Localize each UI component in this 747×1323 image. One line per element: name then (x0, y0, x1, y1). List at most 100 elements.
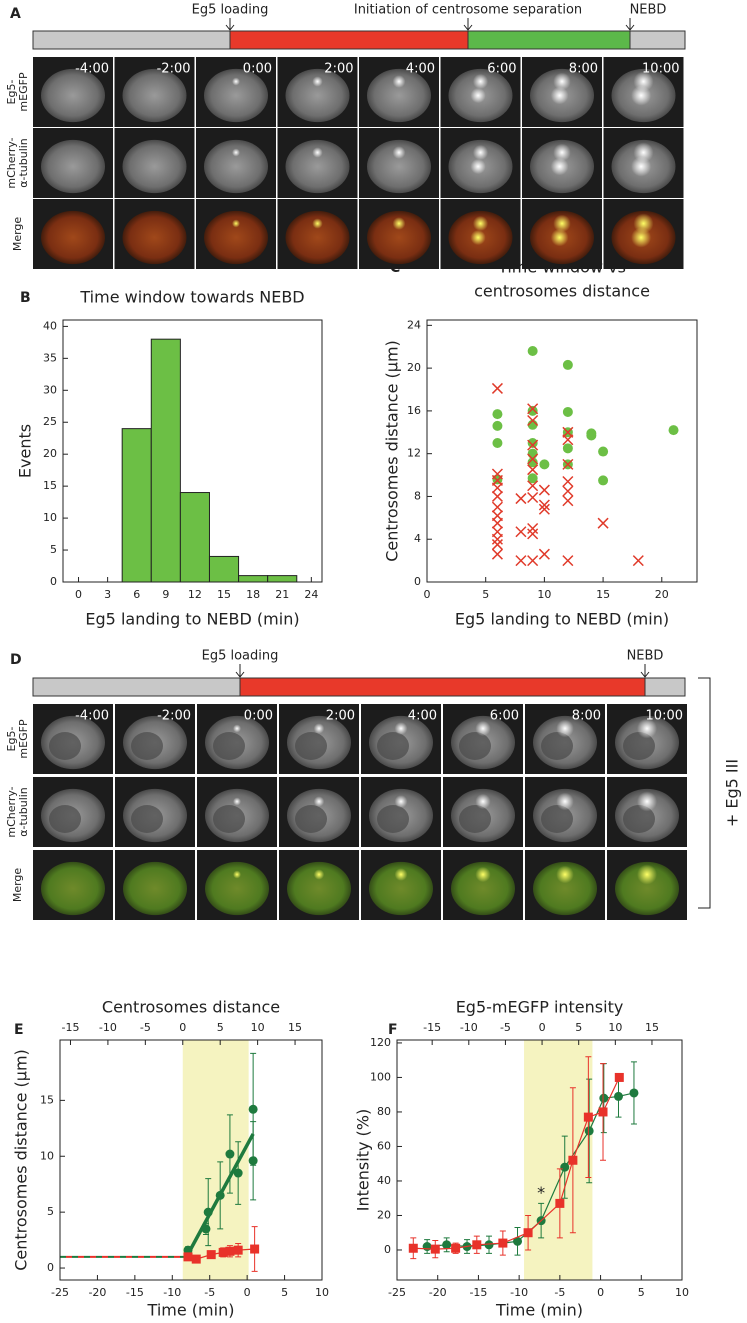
point (183, 1252, 193, 1262)
cell (204, 210, 268, 265)
cell (41, 139, 105, 194)
cell (451, 861, 515, 916)
point (560, 1162, 570, 1172)
panel-label: D (10, 652, 22, 668)
point (515, 526, 527, 538)
cell (204, 139, 268, 194)
nucleus (131, 805, 163, 833)
timeline-segment (467, 30, 631, 50)
point (491, 501, 503, 513)
spot (637, 864, 657, 885)
cell (41, 210, 105, 265)
spot (631, 156, 652, 177)
spot (313, 796, 325, 807)
x2-tick-label: 0 (179, 1021, 186, 1034)
x-tick-label: 6 (133, 588, 140, 601)
highlight (524, 1040, 593, 1280)
spot (313, 723, 325, 734)
point (527, 528, 539, 540)
spot (394, 868, 408, 881)
nucleus (623, 805, 655, 833)
time-label: 2:00 (326, 709, 355, 724)
x2-tick-label: -5 (500, 1021, 511, 1034)
x-tick-label: -5 (554, 1286, 565, 1299)
y-tick-label: 30 (43, 383, 57, 396)
y-tick-label: 0 (50, 575, 57, 588)
point (215, 1190, 225, 1200)
x-tick-label: -25 (51, 1286, 69, 1299)
y-tick-label: 5 (50, 543, 57, 556)
point (562, 434, 574, 446)
point (225, 1149, 235, 1159)
time-label: -4:00 (75, 709, 109, 724)
y-tick-label: 24 (407, 318, 421, 331)
point (562, 485, 574, 497)
point (668, 425, 679, 436)
point (248, 1156, 258, 1166)
y-tick-label: 35 (43, 351, 57, 364)
spot (313, 869, 325, 880)
point (562, 443, 573, 454)
cell (123, 861, 187, 916)
point (527, 473, 538, 484)
nucleus (623, 732, 655, 760)
y-tick-label: 15 (40, 1093, 54, 1106)
arrows (235, 664, 650, 678)
x-tick-label: -20 (429, 1286, 447, 1299)
spot (470, 158, 486, 175)
x-tick-label: 15 (217, 588, 231, 601)
point (491, 382, 503, 394)
spot (470, 229, 486, 246)
x-tick-label: 18 (246, 588, 260, 601)
cell (367, 210, 431, 265)
y-tick-label: 20 (377, 1208, 391, 1221)
spot (631, 85, 652, 106)
point (527, 448, 538, 459)
time-label: 10:00 (646, 709, 683, 724)
point (527, 346, 538, 357)
x-tick-label: 20 (655, 588, 669, 601)
time-label: 10:00 (642, 62, 679, 77)
y-tick-label: 25 (43, 415, 57, 428)
row-label: Merge (11, 868, 24, 903)
x-tick-label: -25 (388, 1286, 406, 1299)
bracket (698, 677, 711, 909)
y-tick-label: 0 (47, 1261, 54, 1274)
x-tick-label: -5 (204, 1286, 215, 1299)
spot (553, 214, 571, 233)
x-tick-label: 0 (424, 588, 431, 601)
spot (232, 148, 240, 157)
time-label: -2:00 (157, 709, 191, 724)
bar (150, 338, 181, 583)
point (233, 1245, 243, 1255)
point (408, 1243, 418, 1253)
point (613, 1091, 623, 1101)
row-label: α-tubulin (17, 138, 30, 188)
cell (285, 210, 350, 265)
x-tick-label: 21 (275, 588, 289, 601)
point (538, 499, 550, 511)
point (599, 1093, 609, 1103)
panel-label: B (20, 290, 31, 306)
charts: B Time window towards NEBD Eg5 landing to … (12, 258, 698, 1320)
x2-tick-label: 15 (645, 1021, 659, 1034)
row-label: α-tubulin (17, 787, 30, 837)
row-label: Eg5- (5, 727, 18, 752)
spot (475, 866, 491, 883)
x-axis-label: Time (min) (495, 1301, 583, 1320)
x-axis-label: Eg5 landing to NEBD (min) (85, 610, 299, 629)
spot (392, 75, 406, 88)
point (562, 495, 574, 507)
point (583, 1112, 593, 1122)
timeline-label: Initiation of centrosome separation (354, 3, 582, 18)
time-label: 2:00 (324, 62, 353, 77)
y-tick-label: 16 (407, 404, 421, 417)
x2-tick-label: 10 (608, 1021, 622, 1034)
point (568, 1155, 578, 1165)
point (527, 437, 538, 448)
point (203, 1207, 213, 1217)
point (491, 539, 503, 551)
timeline-segment (32, 30, 231, 50)
y-tick-label: 10 (43, 511, 57, 524)
point (484, 1240, 494, 1250)
